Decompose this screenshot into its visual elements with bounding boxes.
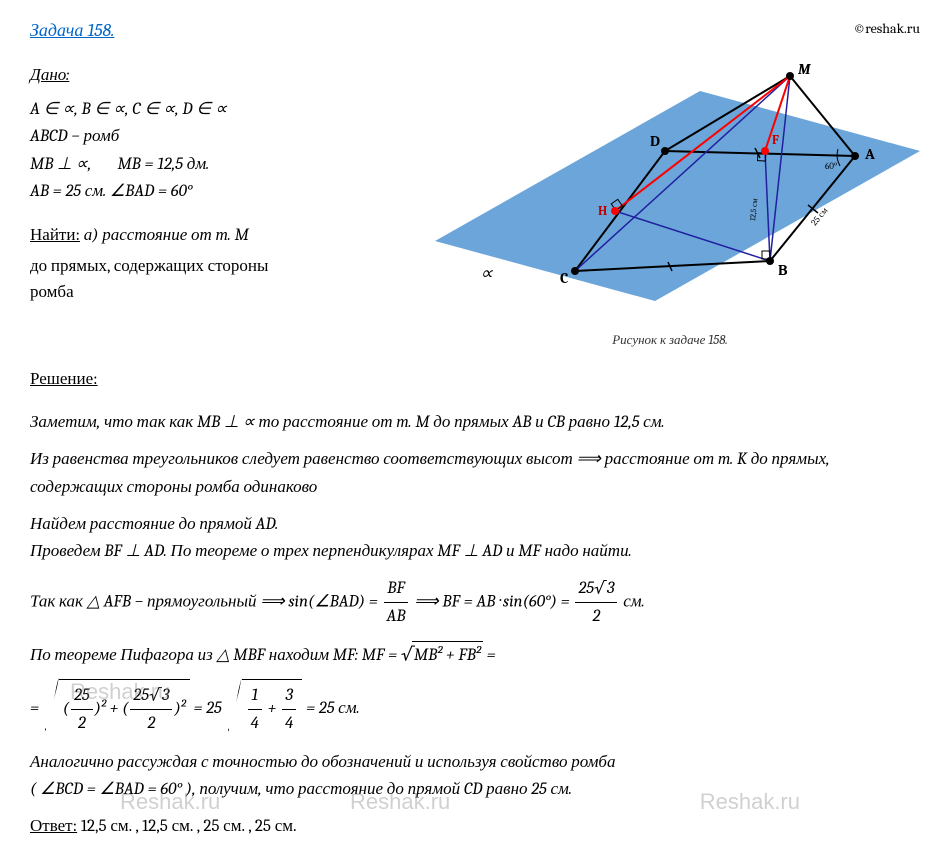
geometry-diagram: M A B C D F H ∝ 60° 25 см 12,5 см [420, 61, 920, 321]
lbl-angle-60: 60° [825, 162, 837, 172]
answer-text: 12,5 см. , 12,5 см. , 25 см. , 25 см. [81, 817, 297, 836]
solution-block: Решение: Заметим, что так как MB ⊥ ∝ то … [30, 366, 920, 847]
plane-shape [435, 91, 920, 301]
point-f [761, 147, 769, 155]
lbl-f: F [772, 133, 779, 148]
point-d [661, 147, 669, 155]
answer-block: Ответ: 12,5 см. , 12,5 см. , 25 см. , 25… [30, 813, 920, 846]
point-c [571, 267, 579, 275]
point-h [611, 207, 619, 215]
given-line-4: AB = 25 см. ∠BAD = 60° [30, 179, 420, 205]
given-label: Дано: [30, 63, 69, 89]
problem-title: Задача 158. [30, 20, 114, 41]
lbl-d: D [650, 132, 660, 150]
copyright: ©reshak.ru [853, 20, 920, 37]
solution-p8: Аналогично рассуждая с точностью до обоз… [30, 749, 920, 803]
answer-label: Ответ: [30, 813, 77, 840]
lbl-a: A [864, 145, 875, 163]
given-line-1: A ∈ ∝, B ∈ ∝, C ∈ ∝, D ∈ ∝ [30, 97, 420, 123]
solution-label: Решение: [30, 366, 98, 393]
find-block: Найти: а) расстояние от т. M до прямых, … [30, 223, 420, 306]
lbl-alpha: ∝ [480, 263, 494, 284]
solution-p2: Из равенства треугольников следует равен… [30, 446, 920, 500]
find-text-1: а) расстояние от т. M [84, 226, 249, 245]
lbl-c: C [560, 269, 568, 287]
lbl-b: B [778, 261, 788, 279]
given-line-3: MB ⊥ ∝, MB = 12,5 дм. [30, 152, 420, 178]
diagram-caption: Рисунок к задаче 158. [420, 332, 920, 348]
find-text-3: ромба [30, 280, 420, 306]
point-m [786, 72, 794, 80]
given-line-2: ABCD − ромб [30, 124, 420, 150]
solution-p5: Так как △ AFB − прямоугольный ⟹ sin(∠BAD… [30, 575, 920, 630]
find-text-2: до прямых, содержащих стороны [30, 254, 420, 280]
point-a [851, 152, 859, 160]
given-block: Дано: A ∈ ∝, B ∈ ∝, C ∈ ∝, D ∈ ∝ ABCD − … [30, 63, 420, 205]
lbl-m: M [797, 61, 811, 78]
point-b [766, 257, 774, 265]
find-label: Найти: [30, 223, 80, 249]
solution-p7: = (252)² + (25√32)² = 25 14 + 34 = 25 см… [30, 679, 920, 739]
solution-p6: По теореме Пифагора из △ MBF находим MF:… [30, 641, 920, 669]
solution-p3: Найдем расстояние до прямой AD.Проведем … [30, 511, 920, 565]
diagram-container: M A B C D F H ∝ 60° 25 см 12,5 см Рисуно… [420, 61, 920, 348]
lbl-h: H [598, 204, 607, 219]
solution-p1: Заметим, что так как MB ⊥ ∝ то расстояни… [30, 409, 920, 436]
